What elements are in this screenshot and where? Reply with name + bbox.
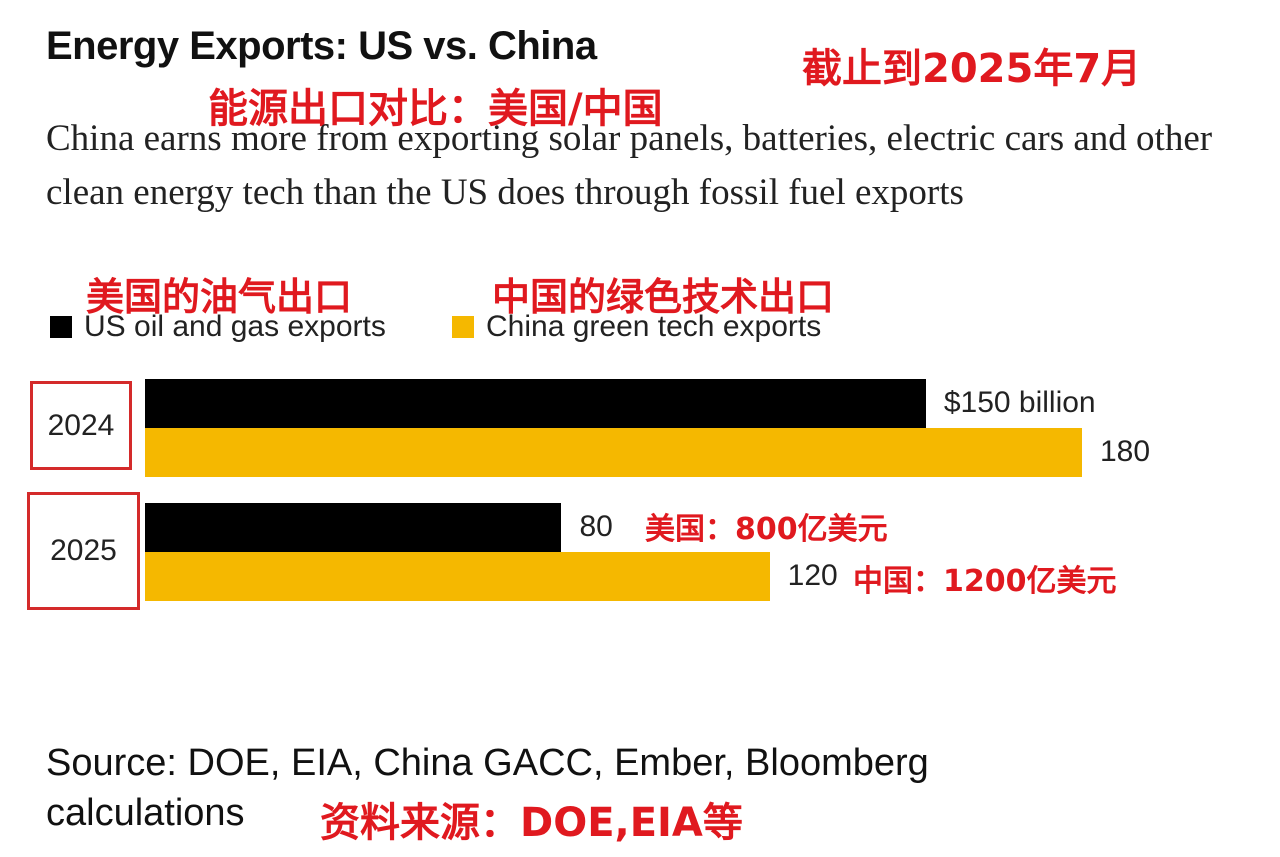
bar-us-2025: [145, 503, 562, 552]
legend-swatch-us: [50, 316, 72, 338]
bar-china-2024: [145, 428, 1082, 477]
legend-us-cn: 美国的油气出口: [86, 275, 353, 319]
annotation-china-2025-cn: 中国：1200亿美元: [853, 564, 1117, 599]
source-line-2: calculations: [46, 792, 245, 834]
legend-swatch-china: [452, 316, 474, 338]
annotation-us-2025-cn: 美国：800亿美元: [645, 512, 888, 547]
title-cn: 能源出口对比：美国/中国: [208, 86, 663, 132]
chart-subtitle: China earns more from exporting solar pa…: [46, 118, 1213, 213]
data-label-us-2025: 80: [579, 510, 613, 543]
date-note-cn: 截止到2025年7月: [802, 46, 1142, 92]
chart-title: Energy Exports: US vs. China: [46, 24, 597, 68]
legend-label-china: China green tech exports: [486, 310, 822, 343]
source-note: Source: DOE, EIA, China GACC, Ember, Blo…: [46, 738, 929, 838]
source-cn: 资料来源：DOE,EIA等: [320, 800, 743, 846]
category-label-2024: 2024: [30, 381, 132, 470]
legend-china-cn: 中国的绿色技术出口: [492, 275, 835, 319]
data-label-china-2025: 120: [787, 559, 838, 592]
data-label-china-2024: 180: [1100, 435, 1151, 468]
legend-item-china: China green tech exports: [452, 310, 821, 344]
legend-item-us: US oil and gas exports: [50, 310, 386, 344]
data-label-us-2024: $150 billion: [943, 386, 1096, 419]
legend-label-us: US oil and gas exports: [84, 310, 386, 343]
source-line-1: Source: DOE, EIA, China GACC, Ember, Blo…: [46, 742, 929, 784]
category-label-2025: 2025: [27, 492, 140, 610]
bar-us-2024: [145, 379, 926, 428]
bar-china-2025: [145, 552, 770, 601]
